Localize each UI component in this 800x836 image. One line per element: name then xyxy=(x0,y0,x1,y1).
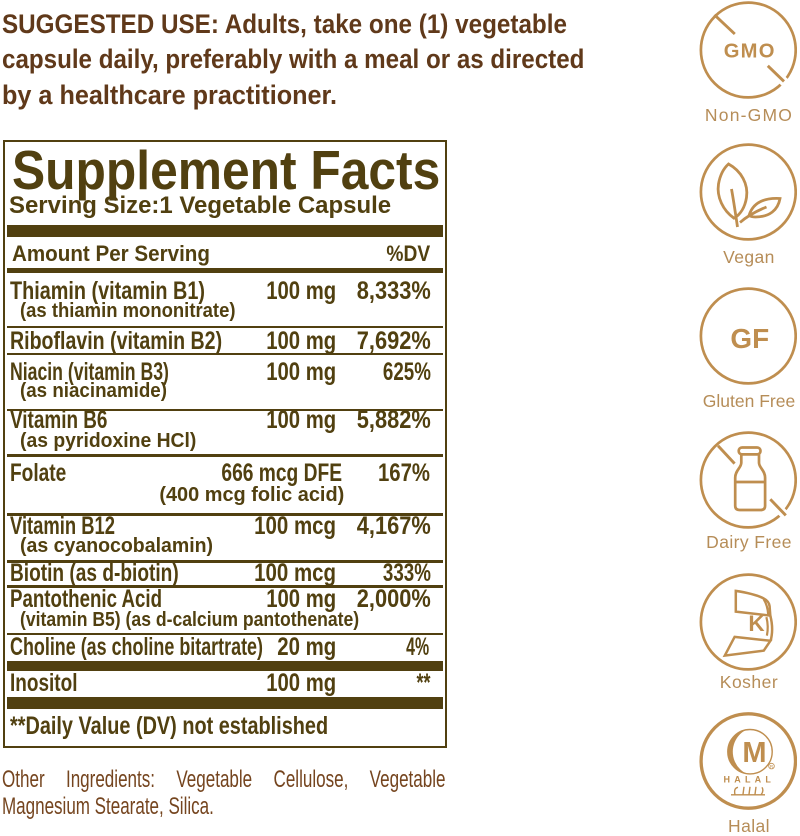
svg-text:R: R xyxy=(770,764,774,769)
svg-text:M: M xyxy=(742,737,766,769)
svg-text:HALAL: HALAL xyxy=(724,774,776,784)
svg-text:GF: GF xyxy=(730,323,769,354)
svg-text:GMO: GMO xyxy=(724,41,776,63)
svg-text:K: K xyxy=(748,611,765,636)
